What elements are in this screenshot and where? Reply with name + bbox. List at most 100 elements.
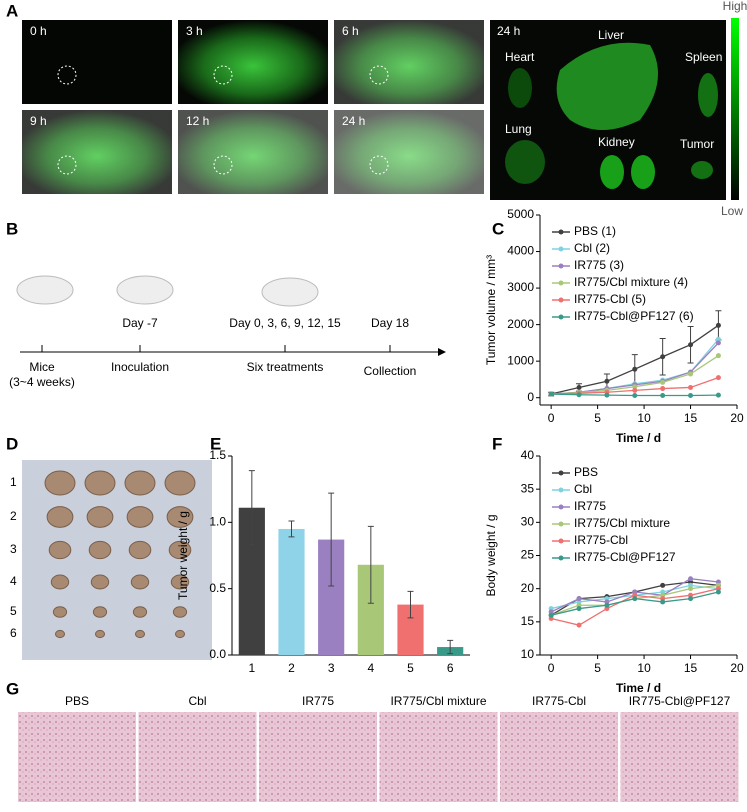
- y-tick-label: 0: [527, 390, 534, 404]
- y-tick-label: 20: [521, 581, 535, 595]
- y-tick-label: 25: [521, 548, 535, 562]
- tumor: [84, 470, 116, 496]
- marker: [688, 371, 694, 377]
- marker: [632, 384, 638, 390]
- histology-image: [620, 712, 739, 802]
- y-tick-label: 1.0: [209, 515, 226, 529]
- x-tick-label: 6: [447, 661, 454, 675]
- organ: [600, 155, 624, 189]
- histology-image: [500, 712, 618, 802]
- tumor: [128, 540, 152, 560]
- marker: [715, 340, 721, 346]
- marker: [604, 378, 610, 384]
- tumor: [88, 540, 112, 560]
- organ: [508, 68, 532, 108]
- stage-label: Mice: [29, 360, 55, 374]
- marker: [688, 586, 694, 592]
- histology-label: IR775-Cbl: [532, 694, 586, 708]
- bar: [278, 528, 305, 655]
- histology-image: [259, 712, 377, 802]
- x-tick-label: 2: [288, 661, 295, 675]
- y-tick-label: 15: [521, 614, 535, 628]
- marker: [660, 599, 666, 605]
- panel-label: A: [6, 1, 18, 20]
- row-label: 4: [10, 574, 17, 588]
- marker: [604, 602, 610, 608]
- histology-label: PBS: [65, 694, 89, 708]
- legend-label: IR775-Cbl@PF127: [574, 550, 676, 564]
- error-bar: [407, 590, 414, 619]
- organ-label: Liver: [598, 28, 624, 42]
- error-bar: [367, 525, 374, 604]
- tumor: [95, 629, 105, 639]
- x-tick-label: 5: [407, 661, 414, 675]
- y-axis-title: Body weight / g: [484, 514, 498, 596]
- histology-label: IR775-Cbl@PF127: [629, 694, 731, 708]
- legend-marker: [558, 280, 564, 286]
- organ: [505, 140, 545, 184]
- legend-marker: [558, 229, 564, 235]
- error-bar: [248, 470, 255, 546]
- marker: [576, 384, 582, 390]
- y-tick-label: 4000: [507, 244, 534, 258]
- tumor-circle: [213, 155, 233, 175]
- tumor: [90, 574, 110, 590]
- x-tick-label: 4: [367, 661, 374, 675]
- legend-marker: [558, 314, 564, 320]
- y-tick-label: 30: [521, 515, 535, 529]
- histology-label: IR775: [302, 694, 334, 708]
- mouse-icon: [261, 277, 319, 307]
- organ: [698, 73, 718, 117]
- error-bar: [288, 520, 295, 538]
- x-tick-label: 10: [637, 661, 651, 675]
- panel-label: C: [492, 219, 504, 238]
- organ: [631, 155, 655, 189]
- row-label: 3: [10, 542, 17, 556]
- panel-label: E: [210, 434, 221, 453]
- day-label: Day 18: [371, 316, 409, 330]
- marker: [688, 342, 694, 348]
- x-tick-label: 0: [548, 661, 555, 675]
- y-tick-label: 5000: [507, 207, 534, 221]
- tumor: [126, 506, 154, 528]
- x-tick-label: 1: [248, 661, 255, 675]
- time-label: 9 h: [30, 114, 47, 128]
- y-tick-label: 35: [521, 481, 535, 495]
- marker: [688, 596, 694, 602]
- error-bar: [447, 639, 454, 655]
- y-tick-label: 10: [521, 647, 535, 661]
- x-tick-label: 20: [730, 661, 744, 675]
- legend-label: IR775-Cbl (5): [574, 292, 646, 306]
- time-label: 0 h: [30, 24, 47, 38]
- image: [334, 20, 484, 104]
- x-tick-label: 15: [684, 411, 698, 425]
- tumor: [132, 606, 148, 618]
- panel-label: G: [6, 679, 19, 698]
- histology-label: IR775/Cbl mixture: [390, 694, 486, 708]
- legend-label: IR775/Cbl mixture (4): [574, 275, 688, 289]
- marker: [660, 393, 666, 398]
- y-tick-label: 0.5: [209, 581, 226, 595]
- error-bar: [328, 492, 335, 587]
- image: [178, 20, 328, 104]
- stage-note: (3~4 weeks): [9, 375, 75, 389]
- marker: [688, 384, 694, 390]
- tumor: [92, 606, 108, 618]
- legend-label: IR775: [574, 499, 606, 513]
- time-label: 3 h: [186, 24, 203, 38]
- x-tick-label: 0: [548, 411, 555, 425]
- marker: [660, 386, 666, 392]
- row-label: 5: [10, 604, 17, 618]
- tumor: [168, 540, 192, 560]
- tumor: [52, 606, 68, 618]
- marker: [632, 596, 638, 602]
- y-tick-label: 40: [521, 448, 535, 462]
- tumor: [164, 470, 196, 496]
- row-label: 2: [10, 509, 17, 523]
- marker: [688, 393, 694, 398]
- legend-label: PBS (1): [574, 224, 616, 238]
- marker: [715, 353, 721, 359]
- marker: [548, 391, 554, 397]
- panel-label: F: [492, 434, 502, 453]
- marker: [660, 379, 666, 385]
